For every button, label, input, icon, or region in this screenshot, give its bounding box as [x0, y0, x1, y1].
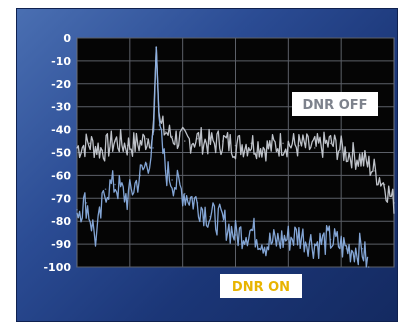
data-point-dnr-on — [209, 215, 211, 218]
data-point-dnr-off — [76, 147, 78, 149]
data-point-dnr-off — [234, 144, 237, 147]
data-point-dnr-off — [329, 142, 332, 145]
data-point-dnr-off — [209, 142, 211, 145]
y-tick-label: -80 — [51, 215, 71, 228]
data-point-dnr-on — [104, 188, 107, 190]
data-point-dnr-on — [222, 220, 224, 222]
data-point-dnr-on — [345, 247, 348, 250]
data-point-dnr-off — [266, 147, 269, 149]
data-point-dnr-off — [298, 144, 300, 147]
data-point-dnr-off — [196, 137, 199, 140]
data-point-dnr-off — [101, 149, 104, 152]
dnr-on-label: DNR ON — [232, 280, 290, 295]
data-point-dnr-off — [126, 144, 129, 147]
data-point-dnr-off — [183, 140, 186, 142]
data-point-dnr-off — [88, 142, 91, 145]
dnr-off-label: DNR OFF — [302, 98, 367, 113]
data-point-dnr-on — [234, 234, 237, 236]
data-point-dnr-off — [114, 140, 116, 142]
data-point-dnr-on — [313, 243, 316, 245]
series-line-dnr-off — [76, 46, 395, 214]
data-point-dnr-off — [282, 142, 284, 145]
data-point-dnr-on — [126, 197, 129, 200]
data-point-dnr-on — [282, 238, 284, 241]
data-point-dnr-off — [393, 202, 395, 204]
y-tick-label: -20 — [51, 78, 71, 91]
y-tick-label: -90 — [51, 238, 71, 251]
data-point-dnr-off — [139, 142, 142, 145]
data-point-dnr-on — [164, 170, 167, 172]
data-point-dnr-off — [164, 131, 167, 133]
data-point-dnr-on — [76, 208, 78, 211]
data-point-dnr-on — [183, 192, 186, 195]
y-tick-label: -60 — [51, 169, 71, 182]
y-tick-label: 0 — [63, 32, 71, 45]
data-point-dnr-on — [361, 247, 364, 250]
data-point-dnr-off — [171, 135, 173, 138]
data-point-dnr-on — [158, 128, 161, 131]
dnr-off-label-box — [292, 92, 378, 116]
y-tick-label: -70 — [51, 192, 71, 205]
y-tick-label: -40 — [51, 124, 71, 137]
data-point-dnr-on — [171, 179, 173, 181]
y-tick-label: -30 — [51, 101, 71, 114]
y-tick-label: -10 — [51, 55, 71, 68]
data-point-dnr-off — [250, 142, 253, 145]
data-point-dnr-on — [266, 243, 269, 245]
data-point-dnr-on — [298, 234, 300, 236]
data-point-dnr-on — [145, 163, 148, 165]
data-point-dnr-on — [85, 202, 88, 204]
y-tick-label: -50 — [51, 147, 71, 160]
data-point-dnr-off — [383, 183, 386, 186]
data-point-dnr-on — [152, 147, 154, 149]
series-line-dnr-on — [76, 46, 369, 268]
data-point-dnr-off — [313, 147, 316, 149]
data-point-dnr-off — [374, 170, 376, 172]
y-tick-label: -100 — [43, 261, 71, 274]
data-point-dnr-off — [345, 151, 348, 154]
data-point-dnr-on — [114, 183, 116, 186]
data-point-dnr-off — [222, 140, 224, 142]
data-point-dnr-on — [155, 46, 158, 48]
data-point-dnr-off — [361, 158, 364, 161]
data-point-dnr-on — [250, 229, 253, 232]
dnr-on-label-box — [220, 274, 302, 298]
data-point-dnr-on — [139, 174, 142, 177]
data-point-dnr-off — [145, 137, 148, 140]
data-point-dnr-on — [95, 238, 97, 241]
data-point-dnr-on — [367, 266, 370, 268]
data-point-dnr-on — [196, 202, 199, 204]
data-point-dnr-on — [329, 238, 332, 241]
